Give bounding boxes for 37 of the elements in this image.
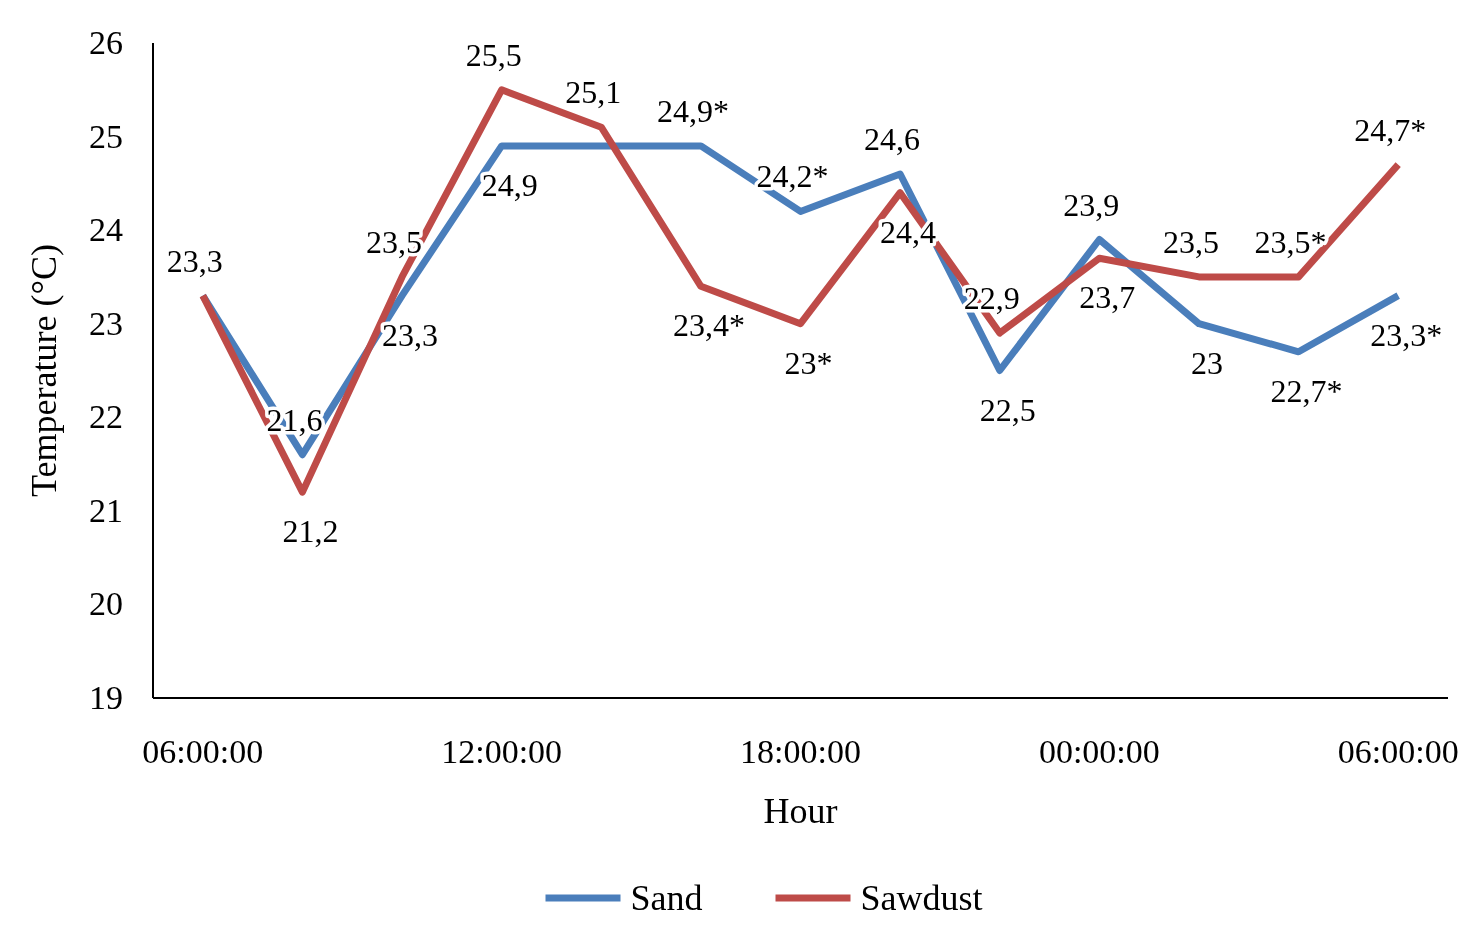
- data-label: 23,5: [1162, 223, 1219, 260]
- x-tick-label: 18:00:00: [740, 733, 861, 770]
- data-label: 22,7*: [1270, 372, 1343, 409]
- data-label: 22,5: [979, 391, 1036, 428]
- data-label: 23*: [784, 344, 833, 381]
- data-label: 24,2*: [756, 158, 829, 195]
- data-label: 23,3*: [1370, 316, 1443, 353]
- y-axis-title: Temperature (°C): [24, 244, 64, 497]
- data-label: 24,7*: [1354, 111, 1427, 148]
- legend-label: Sand: [630, 878, 703, 918]
- data-label: 23,9: [1063, 186, 1120, 223]
- data-label: 25,1: [565, 74, 622, 111]
- data-label: 23,3: [382, 316, 439, 353]
- data-label: 21,2: [282, 513, 339, 550]
- y-tick-label: 22: [89, 398, 123, 436]
- data-label: 25,5: [465, 36, 522, 73]
- data-label: 23,4*: [672, 307, 745, 344]
- data-label: 24,6: [864, 121, 921, 157]
- y-tick-label: 23: [89, 304, 123, 342]
- x-tick-label: 06:00:00: [142, 733, 264, 770]
- y-tick-label: 21: [89, 491, 123, 529]
- x-axis-title: Hour: [763, 791, 838, 831]
- y-tick-label: 24: [89, 211, 123, 249]
- data-label: 23,7: [1079, 279, 1136, 316]
- data-label: 24,9*: [656, 92, 729, 129]
- data-label: 24,9: [481, 166, 538, 203]
- y-tick-label: 25: [89, 117, 123, 155]
- x-tick-label: 00:00:00: [1038, 733, 1160, 770]
- data-label: 23,3: [166, 242, 223, 279]
- data-label: 23,5*: [1254, 223, 1327, 260]
- legend-label: Sawdust: [860, 878, 983, 918]
- y-tick-label: 26: [89, 24, 123, 61]
- data-label: 23: [1190, 344, 1223, 381]
- y-tick-label: 19: [89, 679, 123, 716]
- x-tick-label: 06:00:00: [1337, 733, 1459, 770]
- y-tick-label: 20: [89, 585, 123, 623]
- x-tick-label: 12:00:00: [441, 733, 563, 770]
